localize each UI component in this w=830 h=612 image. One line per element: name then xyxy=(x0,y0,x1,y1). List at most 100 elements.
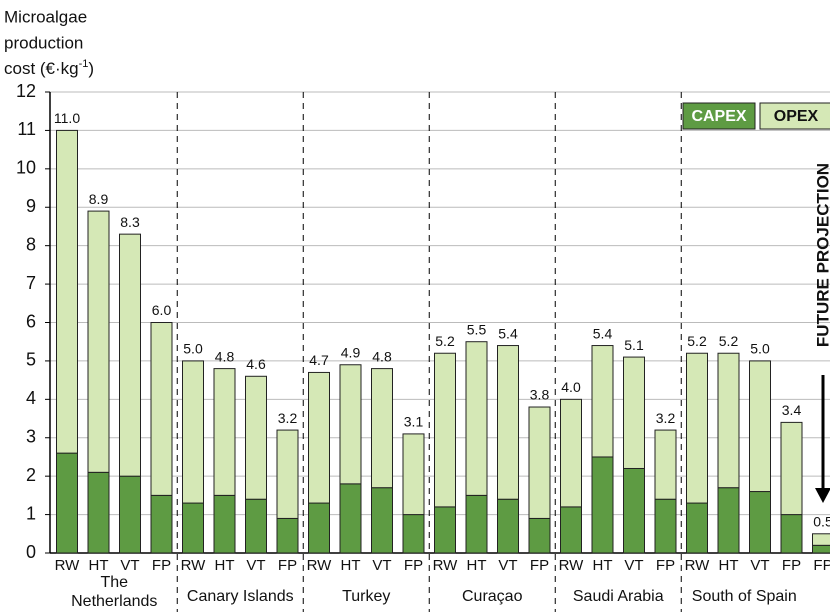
value-label: 8.3 xyxy=(120,214,140,230)
x-tick-label: FP xyxy=(404,557,423,574)
y-tick-label: 2 xyxy=(26,465,36,485)
bar-segment xyxy=(56,129,78,454)
legend-swatch xyxy=(759,102,830,130)
y-axis-unit: ) xyxy=(88,59,94,78)
value-label: 3.2 xyxy=(278,410,298,426)
value-label: 4.6 xyxy=(246,356,266,372)
x-tick-label: VT xyxy=(372,557,391,574)
bar-segment xyxy=(465,341,488,496)
group-label: Saudi Arabia xyxy=(573,588,664,605)
value-label: 8.9 xyxy=(89,191,109,207)
bar-segment xyxy=(371,487,393,554)
x-tick-label: FP xyxy=(656,557,675,574)
bar-segment xyxy=(245,375,267,500)
value-label: 3.4 xyxy=(782,402,802,418)
value-label: 5.2 xyxy=(687,333,707,349)
bar-segment xyxy=(87,471,110,554)
bar-segment xyxy=(150,322,173,496)
x-tick-label: VT xyxy=(120,557,139,574)
value-label: 5.4 xyxy=(498,325,518,341)
x-tick-label: VT xyxy=(246,557,265,574)
value-label: 3.8 xyxy=(530,387,550,403)
group-label: The xyxy=(100,574,128,591)
bar-segment xyxy=(213,368,236,496)
annotation: FUTURE PROJECTION xyxy=(813,163,830,347)
group-label: Netherlands xyxy=(71,593,157,610)
bar-segment xyxy=(654,429,677,500)
y-tick-label: 7 xyxy=(26,273,36,293)
bar-segment xyxy=(591,456,614,554)
bar-segment xyxy=(56,452,78,554)
value-label: 6.0 xyxy=(152,302,172,318)
bar-segment xyxy=(213,494,236,554)
bar-segment xyxy=(812,533,830,546)
y-axis-unit: cost (€·kg xyxy=(4,59,79,78)
y-tick-label: 11 xyxy=(17,119,36,139)
bar-segment xyxy=(371,368,393,489)
y-tick-label: 9 xyxy=(26,196,36,216)
bar-segment xyxy=(717,352,740,489)
group-label: Canary Islands xyxy=(187,588,294,605)
bar-segment xyxy=(749,360,771,493)
bar-segment xyxy=(528,517,551,554)
group-label: Turkey xyxy=(342,588,390,605)
bar-segment xyxy=(686,502,708,554)
value-label: 0.5 xyxy=(813,513,830,529)
value-label: 4.7 xyxy=(309,352,329,368)
bar-segment xyxy=(119,475,141,554)
value-label: 4.0 xyxy=(561,379,581,395)
value-label: 4.8 xyxy=(215,348,235,364)
bar-segment xyxy=(560,398,582,508)
bar-segment xyxy=(182,360,204,504)
bar-segment xyxy=(308,371,330,504)
x-tick-label: HT xyxy=(593,557,613,574)
y-tick-label: 6 xyxy=(26,311,36,331)
x-tick-label: HT xyxy=(89,557,109,574)
value-label: 11.0 xyxy=(54,110,80,126)
bar-segment xyxy=(780,514,803,554)
bar-segment xyxy=(339,483,362,554)
bar-segment xyxy=(339,364,362,485)
y-tick-label: 0 xyxy=(26,542,36,562)
x-tick-label: HT xyxy=(341,557,361,574)
x-tick-label: RW xyxy=(307,557,333,574)
bar-segment xyxy=(308,502,330,554)
x-tick-label: FP xyxy=(782,557,801,574)
bar-segment xyxy=(276,429,299,519)
value-label: 4.9 xyxy=(341,344,361,360)
bar-segment xyxy=(528,406,551,519)
bar-segment xyxy=(812,544,830,554)
value-label: 5.1 xyxy=(624,337,644,353)
x-tick-label: RW xyxy=(685,557,711,574)
y-tick-label: 3 xyxy=(26,427,36,447)
x-tick-label: FP xyxy=(813,557,830,574)
x-tick-label: VT xyxy=(624,557,643,574)
y-axis-label: production xyxy=(4,33,83,52)
annotation-arrowhead xyxy=(815,488,830,503)
bar-segment xyxy=(434,506,456,554)
y-tick-label: 12 xyxy=(16,81,36,101)
value-label: 5.0 xyxy=(750,341,770,357)
x-tick-label: FP xyxy=(530,557,549,574)
bar-segment xyxy=(654,498,677,554)
x-tick-label: RW xyxy=(55,557,81,574)
x-tick-label: HT xyxy=(215,557,235,574)
y-tick-label: 8 xyxy=(26,234,36,254)
bar-segment xyxy=(150,494,173,554)
group-label: Curaçao xyxy=(462,588,523,605)
bar-segment xyxy=(780,421,803,516)
value-label: 5.2 xyxy=(435,333,455,349)
bar-segment xyxy=(245,498,267,554)
group-label: South of Spain xyxy=(692,588,797,605)
legend-label: CAPEX xyxy=(691,108,746,125)
value-label: 3.2 xyxy=(656,410,676,426)
bar-segment xyxy=(623,356,645,469)
x-tick-label: HT xyxy=(719,557,739,574)
bar-segment xyxy=(749,491,771,554)
value-label: 3.1 xyxy=(404,414,424,430)
x-tick-label: FP xyxy=(152,557,171,574)
bar-segment xyxy=(686,352,708,504)
legend-label: OPEX xyxy=(774,108,819,125)
y-tick-label: 1 xyxy=(26,503,36,523)
